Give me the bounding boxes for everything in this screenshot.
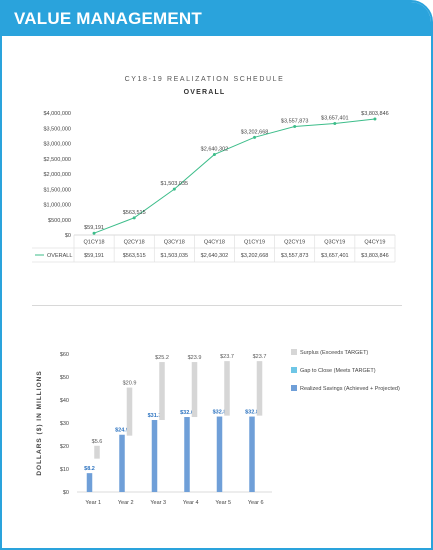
table-cell: $563,515 xyxy=(123,253,146,259)
x-tick-label: Q1CY18 xyxy=(84,240,105,246)
x-tick-label: Q3CY18 xyxy=(164,240,185,246)
data-label: $2,640,302 xyxy=(201,146,229,152)
realized-bar-label: $24.9 xyxy=(115,428,129,434)
x-tick-label: Q2CY19 xyxy=(284,240,305,246)
y-tick-label: $20 xyxy=(60,444,69,450)
line-chart-title: CY18-19 REALIZATION SCHEDULE xyxy=(125,76,285,83)
surplus-bar-label: $23.7 xyxy=(220,354,234,360)
y-tick-label: $500,000 xyxy=(48,218,71,224)
x-tick-label: Year 5 xyxy=(215,500,231,506)
section-divider xyxy=(32,305,402,306)
table-cell: $3,657,401 xyxy=(321,253,349,259)
realized-bar xyxy=(86,473,93,492)
y-tick-label: $1,500,000 xyxy=(43,187,71,193)
y-axis-label: DOLLARS ($) IN MILLIONS xyxy=(36,370,43,475)
data-point xyxy=(333,121,337,125)
y-tick-label: $10 xyxy=(60,467,69,473)
realized-bar xyxy=(151,420,158,492)
realized-bar-label: $31.3 xyxy=(148,413,162,419)
surplus-bar-label: $20.9 xyxy=(123,381,137,387)
y-tick-label: $50 xyxy=(60,375,69,381)
y-tick-label: $0 xyxy=(65,233,71,239)
surplus-bar-label: $23.7 xyxy=(253,354,267,360)
table-cell: $2,640,302 xyxy=(201,253,229,259)
x-tick-label: Q3CY19 xyxy=(324,240,345,246)
surplus-bar xyxy=(126,387,133,436)
realized-bar-label: $32.8 xyxy=(213,410,227,416)
realized-bar xyxy=(119,434,125,492)
y-tick-label: $40 xyxy=(60,398,69,404)
y-tick-label: $0 xyxy=(63,490,69,496)
x-tick-label: Year 3 xyxy=(150,500,166,506)
y-tick-label: $4,000,000 xyxy=(43,111,71,117)
y-tick-label: $1,000,000 xyxy=(43,203,71,209)
page-title: VALUE MANAGEMENT xyxy=(14,9,202,28)
data-label: $1,503,035 xyxy=(161,181,189,187)
y-tick-label: $3,500,000 xyxy=(43,126,71,132)
legend-label: Realized Savings (Achieved + Projected) xyxy=(300,386,400,392)
x-tick-label: Year 6 xyxy=(248,500,264,506)
header-bar: VALUE MANAGEMENT xyxy=(2,2,431,36)
surplus-bar xyxy=(256,361,263,416)
table-cell: $3,803,846 xyxy=(361,253,389,259)
x-tick-label: Year 2 xyxy=(118,500,134,506)
table-cell: $3,202,668 xyxy=(241,253,269,259)
realized-bar xyxy=(184,417,190,492)
data-point xyxy=(253,135,257,139)
x-tick-label: Year 1 xyxy=(85,500,101,506)
y-tick-label: $2,000,000 xyxy=(43,172,71,178)
table-cell: $59,191 xyxy=(84,253,104,259)
legend-swatch xyxy=(291,367,297,373)
legend-swatch xyxy=(291,349,297,355)
surplus-bar xyxy=(159,362,165,421)
y-tick-label: $60 xyxy=(60,352,69,358)
data-label: $3,202,668 xyxy=(241,129,269,135)
data-label: $3,557,873 xyxy=(281,118,309,124)
legend-swatch xyxy=(291,385,297,391)
data-point xyxy=(132,216,136,220)
data-label: $563,515 xyxy=(123,210,146,216)
surplus-bar-label: $5.6 xyxy=(92,439,103,445)
x-tick-label: Q4CY19 xyxy=(364,240,385,246)
surplus-bar xyxy=(94,445,100,459)
surplus-bar xyxy=(191,362,198,418)
y-tick-label: $30 xyxy=(60,421,69,427)
legend-label: Gap to Close (Meets TARGET) xyxy=(300,368,376,374)
surplus-bar-label: $23.9 xyxy=(188,355,202,361)
table-cell: $1,503,035 xyxy=(161,253,189,259)
data-point xyxy=(373,117,377,121)
x-tick-label: Year 4 xyxy=(183,500,199,506)
realized-bar-label: $32.8 xyxy=(245,410,259,416)
y-tick-label: $3,000,000 xyxy=(43,142,71,148)
data-point xyxy=(212,152,216,156)
legend-label: OVERALL xyxy=(47,253,72,259)
realized-bar-label: $32.6 xyxy=(180,410,194,416)
realized-bar xyxy=(216,416,223,492)
x-tick-label: Q2CY18 xyxy=(124,240,145,246)
realized-bar-label: $8.2 xyxy=(84,466,95,472)
y-tick-label: $2,500,000 xyxy=(43,157,71,163)
x-tick-label: Q1CY19 xyxy=(244,240,265,246)
x-tick-label: Q4CY18 xyxy=(204,240,225,246)
data-label: $3,803,846 xyxy=(361,111,389,117)
series-line xyxy=(93,118,375,234)
data-point xyxy=(92,231,96,235)
data-label: $3,657,401 xyxy=(321,115,349,121)
table-cell: $3,557,873 xyxy=(281,253,309,259)
line-chart-subtitle: OVERALL xyxy=(184,89,226,96)
realized-bar xyxy=(249,416,255,492)
realization-line-chart: CY18-19 REALIZATION SCHEDULE OVERALL $0 $50… xyxy=(32,76,396,263)
surplus-bar-label: $25.2 xyxy=(155,355,169,361)
data-point xyxy=(293,124,297,128)
data-point xyxy=(172,187,176,191)
legend-label: Surplus (Exceeds TARGET) xyxy=(300,350,368,356)
savings-bar-chart: DOLLARS ($) IN MILLIONS $0 $10 $20 $30 $40 $50… xyxy=(36,349,400,506)
data-label: $59,191 xyxy=(84,225,104,231)
surplus-bar xyxy=(224,361,230,416)
